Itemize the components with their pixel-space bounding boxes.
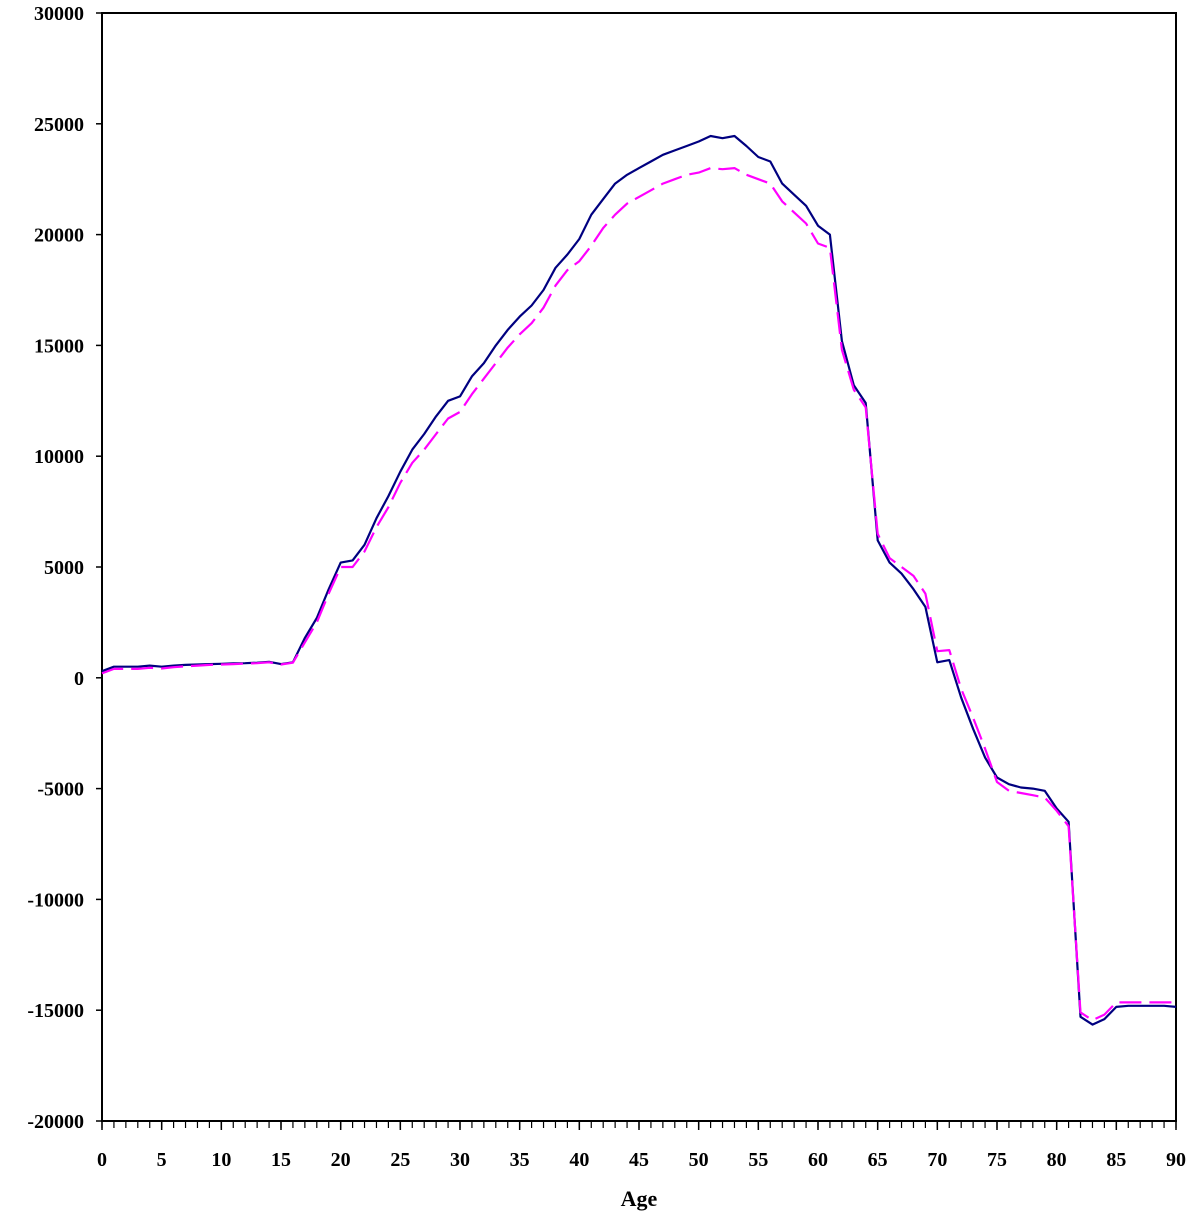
x-tick-label: 60 xyxy=(808,1149,828,1171)
y-tick-label: 0 xyxy=(74,668,84,690)
x-tick-label: 75 xyxy=(987,1149,1007,1171)
x-tick-label: 50 xyxy=(689,1149,709,1171)
y-axis: 30000 25000 20000 15000 10000 5000 0 -5000 -1000… xyxy=(27,3,102,1133)
y-tick-label: -15000 xyxy=(27,1000,84,1022)
x-tick-label: 25 xyxy=(390,1149,410,1171)
x-tick-label: 30 xyxy=(450,1149,470,1171)
y-tick-label: 25000 xyxy=(34,114,84,136)
y-tick-label: -5000 xyxy=(37,779,84,801)
y-tick-label: -20000 xyxy=(27,1111,84,1133)
x-tick-label: 15 xyxy=(271,1149,291,1171)
y-tick-label: 30000 xyxy=(34,3,84,25)
y-tick-label: 15000 xyxy=(34,335,84,357)
x-axis-title: Age xyxy=(621,1186,658,1211)
x-tick-label: 80 xyxy=(1047,1149,1067,1171)
y-tick-label: -10000 xyxy=(27,889,84,911)
x-tick-label: 5 xyxy=(157,1149,167,1171)
plot-frame xyxy=(101,12,1177,1122)
x-tick-label: 0 xyxy=(97,1149,107,1171)
y-tick-label: 10000 xyxy=(34,446,84,468)
y-tick-label: 20000 xyxy=(34,225,84,247)
y-tick-label: 5000 xyxy=(44,557,84,579)
x-tick-label: 65 xyxy=(868,1149,888,1171)
series-layer xyxy=(101,134,1177,1026)
x-tick-label: 10 xyxy=(211,1149,231,1171)
x-tick-label: 35 xyxy=(510,1149,530,1171)
x-axis: 0 5 10 15 20 25 30 35 40 45 50 55 60 65 70 75 80 85 90 xyxy=(97,1121,1186,1171)
x-tick-label: 55 xyxy=(748,1149,768,1171)
series-line-2 xyxy=(101,167,1176,1022)
x-tick-label: 85 xyxy=(1106,1149,1126,1171)
series-line-1 xyxy=(101,134,1177,1026)
x-tick-label: 20 xyxy=(331,1149,351,1171)
x-tick-label: 40 xyxy=(569,1149,589,1171)
x-tick-label: 45 xyxy=(629,1149,649,1171)
x-tick-label: 70 xyxy=(927,1149,947,1171)
x-tick-label: 90 xyxy=(1166,1149,1186,1171)
